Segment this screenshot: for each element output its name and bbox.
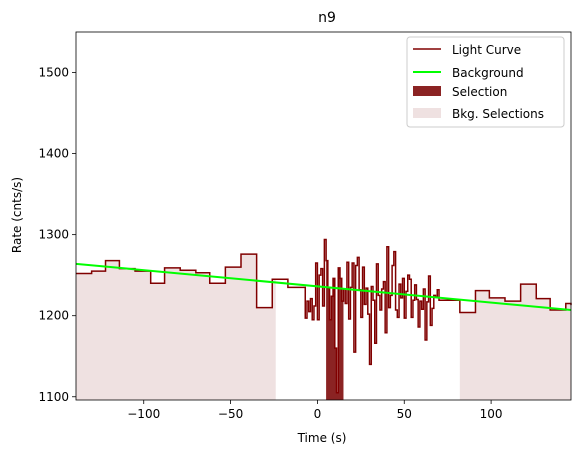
background-fit-line: [75, 262, 572, 312]
bkg-selection-region: [76, 254, 571, 400]
y-tick-label: 1200: [38, 309, 69, 323]
bkg-selection-region: [459, 284, 571, 400]
legend-label-light-curve: Light Curve: [452, 43, 521, 57]
y-axis-ticks: 1100 1200 1300 1400 1500: [38, 66, 76, 404]
x-tick-label: −50: [218, 407, 243, 421]
y-tick-label: 1400: [38, 147, 69, 161]
x-tick-label: 100: [480, 407, 503, 421]
x-tick-label: 0: [314, 407, 322, 421]
legend-label-bkg-selections: Bkg. Selections: [452, 107, 544, 121]
legend: Light Curve Background Selection Bkg. Se…: [406, 36, 565, 128]
legend-label-selection: Selection: [452, 85, 507, 99]
x-axis-title: Time (s): [297, 431, 347, 445]
plot-frame: [75, 31, 572, 401]
chart-title: n9: [318, 10, 336, 26]
y-axis-title: Rate (cnts/s): [10, 177, 24, 253]
legend-frame: [406, 36, 565, 128]
y-tick-label: 1100: [38, 390, 69, 404]
legend-swatch-selection: [413, 86, 441, 96]
light-curve-series: [76, 238, 572, 394]
y-tick-label: 1300: [38, 228, 69, 242]
legend-swatch-bkg-selections: [413, 108, 441, 118]
x-tick-label: −100: [127, 407, 160, 421]
legend-label-background: Background: [452, 66, 524, 80]
x-tick-label: 50: [397, 407, 412, 421]
bkg-selections-layer: [76, 254, 571, 400]
y-tick-label: 1500: [38, 66, 69, 80]
plot-area: [75, 238, 572, 400]
x-axis-ticks: −100 −50 0 50 100: [127, 400, 503, 421]
